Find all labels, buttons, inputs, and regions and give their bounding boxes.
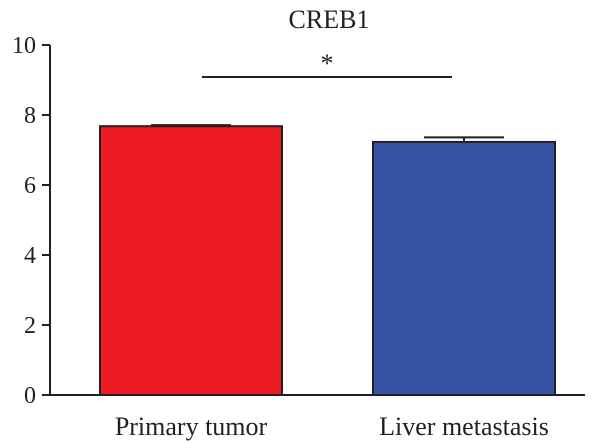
bars-layer (99, 124, 556, 396)
y-tick-label-1: 2 (24, 313, 36, 339)
y-tick-label-0: 0 (24, 383, 36, 409)
axis-layer: Primary tumor Liver metastasis 0 2 4 6 8 10 (12, 33, 585, 441)
category-label-0: Primary tumor (115, 412, 268, 441)
y-tick-label-3: 6 (24, 173, 36, 199)
bar-0 (99, 125, 283, 396)
y-tick-label-2: 4 (24, 243, 36, 269)
significance-layer: * (202, 49, 452, 78)
significance-label: * (321, 49, 334, 78)
chart-title: CREB1 (289, 5, 370, 34)
category-label-1: Liver metastasis (379, 412, 549, 441)
bar-1 (372, 140, 556, 396)
y-tick-label-5: 10 (12, 33, 36, 59)
y-tick-label-4: 8 (24, 103, 36, 129)
